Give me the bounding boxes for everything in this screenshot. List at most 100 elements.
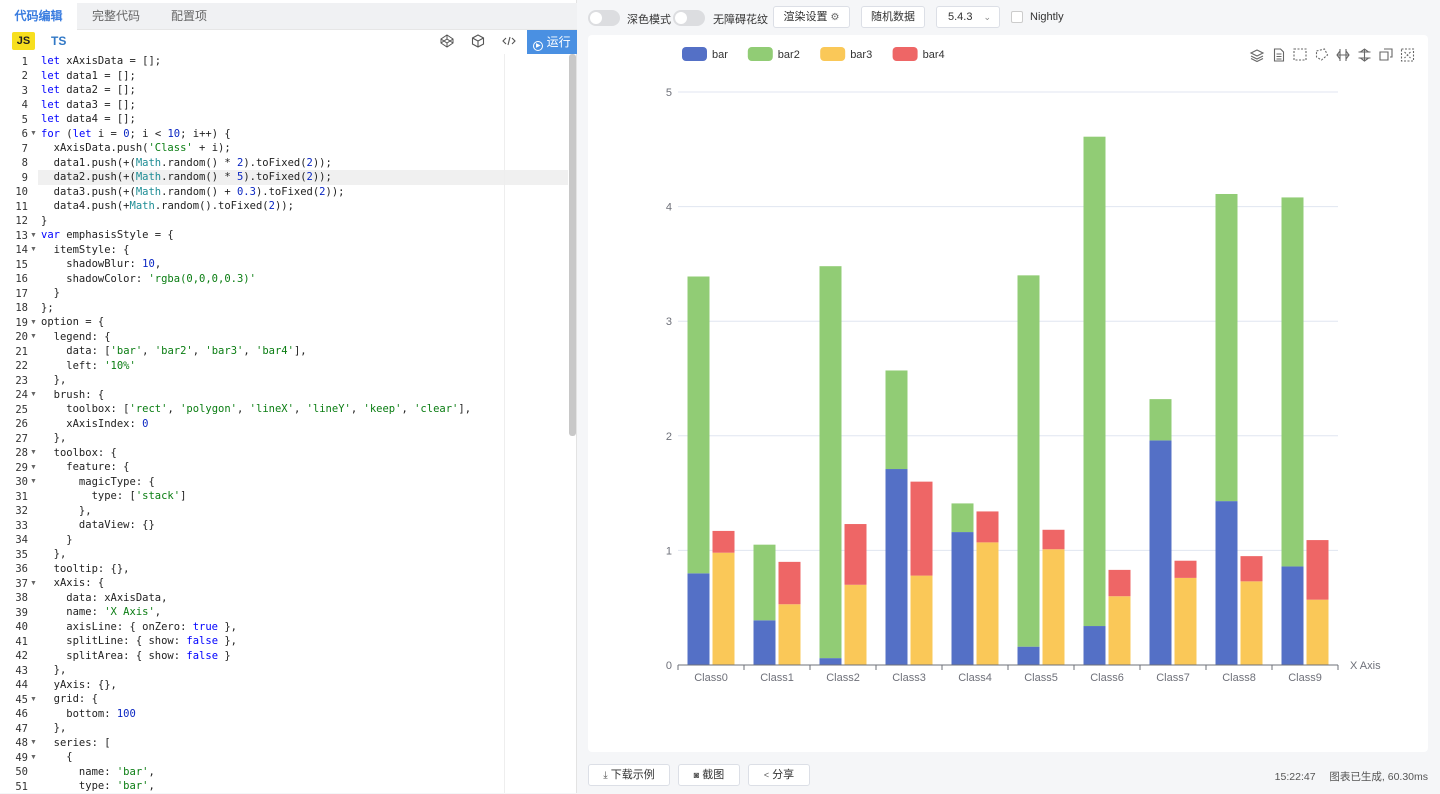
- code-line[interactable]: axisLine: { onZero: true },: [41, 620, 237, 633]
- version-select[interactable]: 5.4.3 ⌄: [936, 6, 1000, 28]
- code-line[interactable]: dataView: {}: [41, 519, 155, 531]
- bar-bar2[interactable]: [1149, 399, 1172, 441]
- legend-swatch-bar3[interactable]: [820, 47, 846, 61]
- code-line[interactable]: type: 'bar',: [41, 780, 155, 792]
- code-line[interactable]: let data2 = [];: [41, 84, 136, 96]
- code-line[interactable]: },: [41, 548, 67, 560]
- stack-icon[interactable]: [1249, 49, 1265, 63]
- screenshot-button[interactable]: ◙ 截图: [678, 764, 740, 786]
- bar-bar4[interactable]: [976, 511, 999, 543]
- fold-toggle-icon[interactable]: ▼: [30, 579, 37, 587]
- bar-bar2[interactable]: [687, 276, 710, 574]
- accessible-pattern-toggle[interactable]: [673, 10, 705, 26]
- code-line[interactable]: shadowBlur: 10,: [41, 258, 162, 270]
- legend-swatch-bar2[interactable]: [747, 47, 773, 61]
- code-line[interactable]: var emphasisStyle = {: [41, 229, 174, 241]
- code-line[interactable]: },: [41, 432, 67, 444]
- brush-linex-icon[interactable]: [1336, 49, 1350, 61]
- random-data-button[interactable]: 随机数据: [861, 6, 925, 28]
- js-language-button[interactable]: JS: [12, 32, 35, 50]
- render-settings-button[interactable]: 渲染设置 ⚙: [773, 6, 850, 28]
- bar-bar[interactable]: [1149, 440, 1172, 665]
- legend-label-bar3[interactable]: bar3: [850, 49, 872, 61]
- code-line[interactable]: name: 'bar',: [41, 765, 155, 778]
- bar-bar2[interactable]: [1215, 193, 1238, 502]
- bar-bar[interactable]: [819, 658, 842, 665]
- bar-bar[interactable]: [1215, 501, 1238, 665]
- bar-bar2[interactable]: [951, 503, 974, 533]
- bar-bar4[interactable]: [844, 524, 867, 585]
- code-line[interactable]: },: [41, 664, 67, 676]
- bar-bar2[interactable]: [1281, 197, 1304, 567]
- code-line[interactable]: bottom: 100: [41, 707, 136, 720]
- code-line[interactable]: splitArea: { show: false }: [41, 649, 231, 662]
- fold-toggle-icon[interactable]: ▼: [30, 231, 37, 239]
- code-line[interactable]: data: xAxisData,: [41, 591, 168, 604]
- bar-bar4[interactable]: [1240, 556, 1263, 582]
- bar-bar[interactable]: [1083, 626, 1106, 665]
- code-line[interactable]: }: [41, 533, 73, 546]
- code-line[interactable]: left: '10%': [41, 359, 136, 372]
- code-embed-icon[interactable]: [502, 34, 516, 48]
- tab-full-code[interactable]: 完整代码: [91, 9, 140, 23]
- codesandbox-icon[interactable]: [471, 34, 485, 48]
- code-line[interactable]: data2.push(+(Math.random() * 5).toFixed(…: [41, 171, 332, 183]
- code-line[interactable]: toolbox: {: [41, 446, 117, 459]
- bar-bar3[interactable]: [1306, 599, 1329, 665]
- code-area[interactable]: let xAxisData = []; let data1 = []; let da…: [38, 54, 568, 793]
- legend-label-bar[interactable]: bar: [712, 49, 728, 61]
- legend-label-bar2[interactable]: bar2: [778, 49, 800, 61]
- code-line[interactable]: splitLine: { show: false },: [41, 635, 237, 647]
- tab-code-edit[interactable]: 代码编辑: [0, 3, 77, 30]
- bar-bar2[interactable]: [753, 544, 776, 621]
- fold-toggle-icon[interactable]: ▼: [30, 478, 37, 485]
- bar-bar[interactable]: [753, 620, 776, 665]
- bar-bar4[interactable]: [1306, 540, 1329, 600]
- legend-swatch-bar[interactable]: [682, 47, 707, 61]
- code-line[interactable]: xAxisData.push('Class' + i);: [41, 142, 231, 154]
- bar-bar[interactable]: [1281, 566, 1304, 665]
- bar-bar3[interactable]: [1240, 581, 1263, 665]
- bar-chart[interactable]: 0 1 2 3 4 5 Class0 Class1 Class2 Class3 Class4 Clas…: [588, 35, 1428, 752]
- bar-bar3[interactable]: [976, 542, 999, 665]
- code-line[interactable]: },: [41, 504, 92, 517]
- bar-bar[interactable]: [885, 469, 908, 665]
- nightly-checkbox[interactable]: [1011, 11, 1023, 23]
- bar-bar[interactable]: [1017, 646, 1040, 665]
- code-line[interactable]: brush: {: [41, 388, 105, 401]
- code-line[interactable]: itemStyle: {: [41, 243, 130, 256]
- code-line[interactable]: let xAxisData = [];: [41, 55, 162, 67]
- code-line[interactable]: }: [41, 287, 60, 299]
- fold-toggle-icon[interactable]: ▼: [30, 130, 37, 137]
- bar-bar3[interactable]: [778, 604, 801, 665]
- bar-bar2[interactable]: [885, 370, 908, 470]
- fold-toggle-icon[interactable]: ▼: [30, 246, 37, 253]
- code-line[interactable]: grid: {: [41, 693, 98, 705]
- bar-bar[interactable]: [951, 532, 974, 665]
- ts-language-button[interactable]: TS: [51, 34, 67, 48]
- code-line[interactable]: let data4 = [];: [41, 113, 136, 125]
- codepen-icon[interactable]: [440, 34, 454, 48]
- code-line[interactable]: let data1 = [];: [41, 69, 136, 82]
- code-line[interactable]: type: ['stack']: [41, 490, 187, 502]
- bar-bar3[interactable]: [910, 575, 933, 665]
- bar-bar4[interactable]: [1174, 560, 1197, 578]
- code-line[interactable]: },: [41, 374, 67, 386]
- code-line[interactable]: data4.push(+Math.random().toFixed(2));: [41, 200, 294, 212]
- bar-bar3[interactable]: [1174, 577, 1197, 665]
- fold-toggle-icon[interactable]: ▼: [30, 318, 37, 326]
- bar-bar2[interactable]: [1017, 275, 1040, 647]
- bar-bar3[interactable]: [712, 552, 735, 665]
- fold-toggle-icon[interactable]: ▼: [30, 449, 37, 456]
- code-line[interactable]: series: [: [41, 736, 111, 749]
- code-line[interactable]: shadowColor: 'rgba(0,0,0,0.3)': [41, 272, 256, 285]
- bar-bar2[interactable]: [1083, 136, 1106, 627]
- code-line[interactable]: data: ['bar', 'bar2', 'bar3', 'bar4'],: [41, 345, 307, 357]
- bar-bar2[interactable]: [819, 266, 842, 659]
- code-line[interactable]: tooltip: {},: [41, 562, 130, 575]
- code-line[interactable]: }: [41, 214, 48, 227]
- code-line[interactable]: yAxis: {},: [41, 678, 117, 691]
- code-line[interactable]: legend: {: [41, 330, 111, 343]
- code-line[interactable]: for (let i = 0; i < 10; i++) {: [41, 127, 231, 140]
- fold-toggle-icon[interactable]: ▼: [30, 391, 37, 398]
